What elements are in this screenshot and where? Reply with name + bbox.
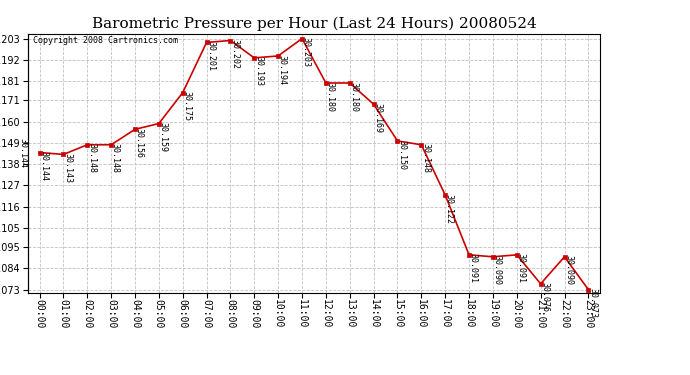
Text: 30.122: 30.122 [445, 194, 454, 224]
Text: 30.144: 30.144 [39, 151, 48, 181]
Text: 30.076: 30.076 [540, 282, 549, 312]
Text: 30.202: 30.202 [230, 39, 239, 69]
Text: 30.143: 30.143 [63, 153, 72, 183]
Text: 30.091: 30.091 [516, 254, 526, 284]
Text: 30.193: 30.193 [254, 57, 263, 87]
Text: 30.144: 30.144 [19, 138, 28, 168]
Text: 30.148: 30.148 [421, 143, 430, 173]
Text: 30.180: 30.180 [349, 82, 358, 112]
Text: 30.150: 30.150 [397, 140, 406, 170]
Text: 30.203: 30.203 [302, 37, 310, 67]
Text: Copyright 2008 Cartronics.com: Copyright 2008 Cartronics.com [33, 36, 178, 45]
Text: 30.169: 30.169 [373, 103, 382, 133]
Text: 30.148: 30.148 [87, 143, 96, 173]
Text: 30.148: 30.148 [111, 143, 120, 173]
Text: 30.159: 30.159 [159, 122, 168, 152]
Text: 30.194: 30.194 [278, 55, 287, 85]
Text: 30.073: 30.073 [588, 288, 597, 318]
Title: Barometric Pressure per Hour (Last 24 Hours) 20080524: Barometric Pressure per Hour (Last 24 Ho… [92, 17, 536, 31]
Text: 30.090: 30.090 [493, 255, 502, 285]
Text: 30.201: 30.201 [206, 41, 215, 71]
Text: 30.180: 30.180 [326, 82, 335, 112]
Text: 30.091: 30.091 [469, 254, 477, 284]
Text: 30.090: 30.090 [564, 255, 573, 285]
Text: 30.156: 30.156 [135, 128, 144, 158]
Text: 30.175: 30.175 [182, 91, 191, 121]
